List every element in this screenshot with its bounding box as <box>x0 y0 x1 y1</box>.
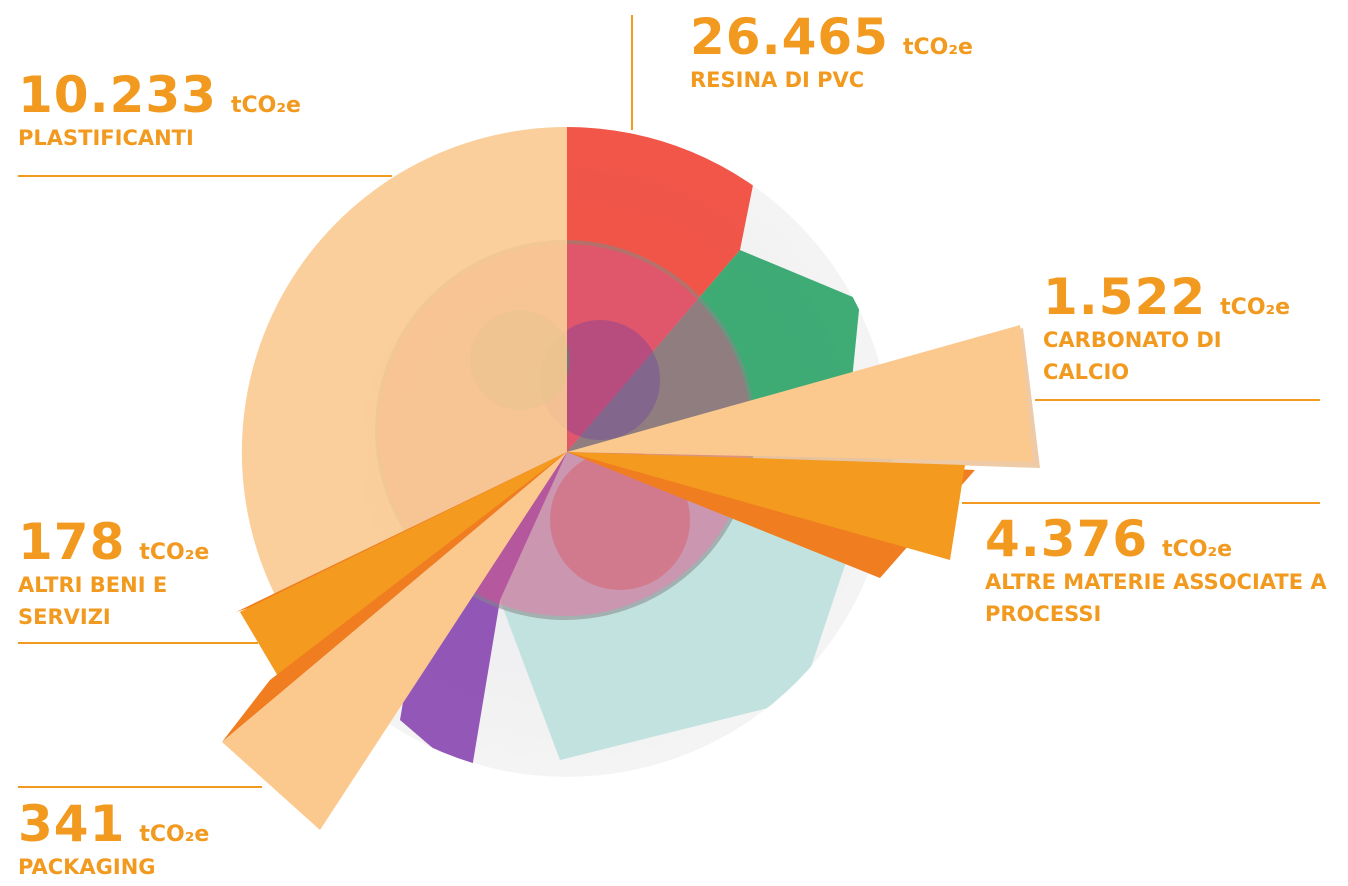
unit: tCO₂e <box>139 822 210 847</box>
unit: tCO₂e <box>902 35 973 60</box>
label: PLASTIFICANTI <box>18 126 194 150</box>
label: PACKAGING <box>18 855 156 879</box>
wedge <box>241 126 567 595</box>
unit: tCO₂e <box>139 540 210 565</box>
label: ALTRE MATERIE ASSOCIATE A PROCESSI <box>985 570 1327 626</box>
value: 178 <box>18 513 126 571</box>
value: 4.376 <box>985 510 1149 568</box>
unit: tCO₂e <box>230 93 301 118</box>
label: CARBONATO DI CALCIO <box>1043 328 1222 384</box>
wedge <box>222 452 567 830</box>
unit: tCO₂e <box>1162 537 1233 562</box>
value: 1.522 <box>1043 268 1207 326</box>
item: 26.465 tCO₂e RESINA DI PVC <box>690 10 973 96</box>
value: 341 <box>18 795 126 853</box>
label: RESINA DI PVC <box>690 68 865 92</box>
wedge <box>240 452 567 688</box>
wedge <box>567 325 1033 462</box>
wedge-shadow <box>236 452 567 612</box>
item: 178 tCO₂e ALTRI BENI E SERVIZI <box>18 513 209 633</box>
item: 10.233 tCO₂e PLASTIFICANTI <box>18 68 301 154</box>
wedge <box>567 452 965 560</box>
item: 341 tCO₂e PACKAGING <box>18 797 209 883</box>
item: 1.522 tCO₂e CARBONATO DI CALCIO <box>1043 268 1290 388</box>
value: 26.465 <box>690 8 889 66</box>
item: 4.376 tCO₂e ALTRE MATERIE ASSOCIATE A PRO… <box>985 512 1347 630</box>
label: ALTRI BENI E SERVIZI <box>18 573 168 629</box>
value: 10.233 <box>18 66 217 124</box>
leader-lines <box>18 15 1320 788</box>
unit: tCO₂e <box>1220 295 1291 320</box>
